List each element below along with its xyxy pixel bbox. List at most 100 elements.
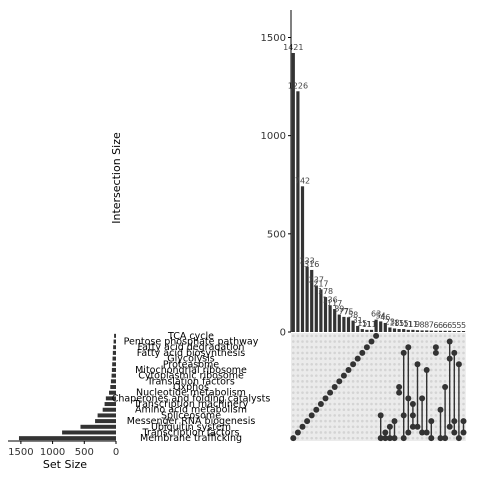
matrix-dot-inactive xyxy=(361,380,364,383)
intersection-bar xyxy=(392,328,397,332)
matrix-dot-inactive xyxy=(361,340,364,343)
matrix-dot-inactive xyxy=(384,362,387,366)
matrix-dot-inactive xyxy=(347,402,350,406)
matrix-dot-active xyxy=(409,401,416,408)
matrix-dot-active xyxy=(368,338,375,345)
matrix-dot-inactive xyxy=(388,408,392,412)
matrix-dot-inactive xyxy=(420,357,424,360)
matrix-dot-inactive xyxy=(384,419,387,423)
matrix-dot-inactive xyxy=(342,402,346,406)
matrix-dot-inactive xyxy=(374,425,378,429)
matrix-dot-inactive xyxy=(338,345,341,349)
matrix-dot-inactive xyxy=(453,334,456,338)
matrix-dot-inactive xyxy=(384,334,387,338)
matrix-dot-active xyxy=(451,429,458,436)
set-size-bar xyxy=(112,356,116,361)
matrix-dot-inactive xyxy=(374,414,378,417)
matrix-dot-inactive xyxy=(370,436,373,440)
intersection-bar xyxy=(415,330,420,332)
matrix-dot-inactive xyxy=(301,334,304,338)
matrix-dot-inactive xyxy=(342,351,346,355)
matrix-dot-inactive xyxy=(305,351,309,355)
matrix-dot-inactive xyxy=(356,419,360,423)
matrix-dot-inactive xyxy=(319,397,323,400)
matrix-dot-inactive xyxy=(365,397,369,400)
matrix-dot-inactive xyxy=(315,414,318,417)
matrix-dot-inactive xyxy=(374,385,378,389)
matrix-dot-inactive xyxy=(292,397,295,400)
matrix-panel xyxy=(290,332,467,442)
matrix-dot-inactive xyxy=(457,340,461,343)
matrix-dot-inactive xyxy=(365,425,369,429)
matrix-dot-inactive xyxy=(338,374,341,377)
matrix-dot-inactive xyxy=(439,397,442,400)
matrix-dot-inactive xyxy=(305,340,309,343)
matrix-dot-inactive xyxy=(347,414,350,417)
matrix-dot-inactive xyxy=(333,357,337,360)
matrix-dot-active xyxy=(405,344,412,351)
matrix-dot-inactive xyxy=(430,374,433,377)
matrix-dot-inactive xyxy=(397,380,401,383)
matrix-dot-inactive xyxy=(315,345,318,349)
matrix-dot-inactive xyxy=(347,425,350,429)
matrix-dot-inactive xyxy=(301,419,304,423)
matrix-dot-inactive xyxy=(365,431,369,434)
matrix-dot-inactive xyxy=(333,425,337,429)
intersection-bar-label: 742 xyxy=(295,176,310,185)
set-size-panel: 0 500 1000 1500 Set Size xyxy=(8,333,119,471)
matrix-dot-inactive xyxy=(425,334,429,338)
matrix-dot-inactive xyxy=(361,385,364,389)
intersection-bar xyxy=(420,330,424,332)
matrix-dot-inactive xyxy=(319,380,323,383)
matrix-dot-inactive xyxy=(324,425,327,429)
matrix-dot-inactive xyxy=(416,340,419,343)
y-tick-label: 500 xyxy=(267,229,286,240)
matrix-dot-inactive xyxy=(315,431,318,434)
intersection-bar-label: 9 xyxy=(415,320,420,329)
matrix-dot-inactive xyxy=(356,374,360,377)
matrix-dot-inactive xyxy=(365,351,369,355)
matrix-dot-inactive xyxy=(319,425,323,429)
matrix-dot-inactive xyxy=(453,436,456,440)
matrix-dot-inactive xyxy=(361,431,364,434)
matrix-dot-active xyxy=(327,389,334,396)
matrix-dot-inactive xyxy=(420,436,424,440)
matrix-dot-inactive xyxy=(296,414,300,417)
matrix-dot-inactive xyxy=(319,436,323,440)
matrix-dot-inactive xyxy=(301,414,304,417)
matrix-dot-active xyxy=(373,332,380,339)
matrix-dot-inactive xyxy=(411,385,415,389)
matrix-dot-inactive xyxy=(388,357,392,360)
matrix-dot-active xyxy=(386,435,393,442)
matrix-dot-active xyxy=(331,384,338,390)
matrix-dot-inactive xyxy=(342,414,346,417)
matrix-dot-inactive xyxy=(328,380,332,383)
matrix-dot-active xyxy=(451,349,458,356)
matrix-dot-inactive xyxy=(393,368,396,372)
set-size-bar xyxy=(114,333,116,338)
matrix-dot-inactive xyxy=(310,357,314,360)
matrix-dot-inactive xyxy=(324,436,327,440)
matrix-dots xyxy=(290,332,467,442)
matrix-dot-inactive xyxy=(416,351,419,355)
matrix-dot-inactive xyxy=(338,425,341,429)
matrix-dot-active xyxy=(304,418,311,425)
intersection-bar-label: 237 xyxy=(309,275,324,284)
matrix-dot-inactive xyxy=(356,368,360,372)
matrix-dot-inactive xyxy=(393,351,396,355)
matrix-dot-inactive xyxy=(416,431,419,434)
set-name-label: Proteasome xyxy=(163,359,219,370)
matrix-dot-inactive xyxy=(305,402,309,406)
set-size-bar xyxy=(113,345,116,350)
matrix-dot-inactive xyxy=(430,351,433,355)
intersection-bar xyxy=(365,329,369,332)
matrix-dot-inactive xyxy=(443,345,447,349)
matrix-dot-inactive xyxy=(379,345,383,349)
intersection-bar-label: 117 xyxy=(327,299,342,308)
matrix-dot-inactive xyxy=(310,374,314,377)
matrix-dot-inactive xyxy=(342,419,346,423)
matrix-dot-inactive xyxy=(305,368,309,372)
matrix-dot-inactive xyxy=(397,436,401,440)
matrix-dot-inactive xyxy=(416,436,419,440)
intersection-bar-label: 136 xyxy=(322,295,337,304)
